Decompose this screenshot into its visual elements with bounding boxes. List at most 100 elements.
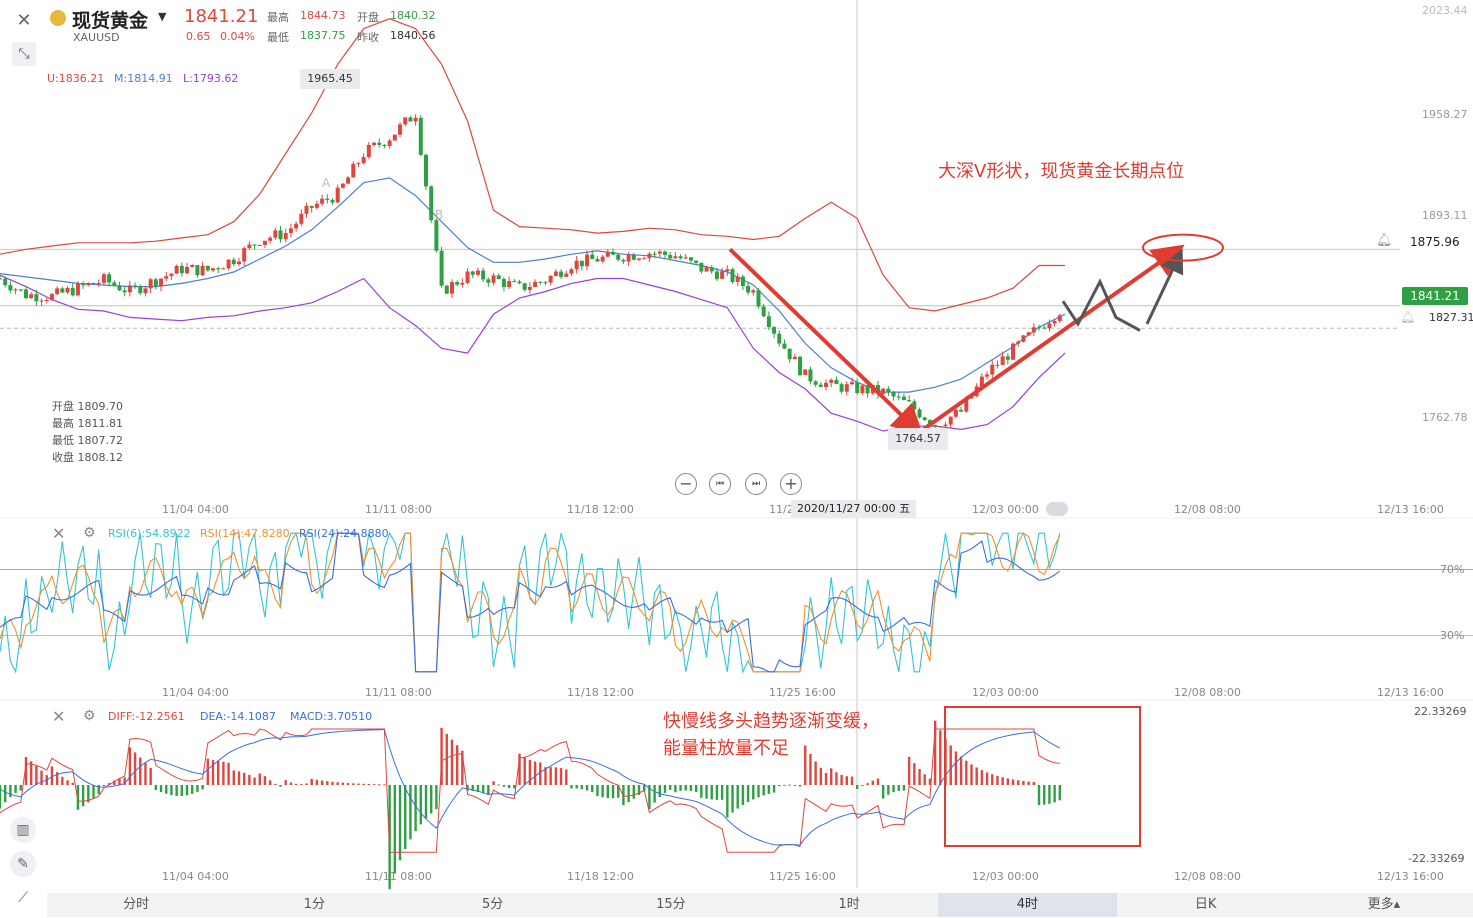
macd-histogram-bar [835,772,838,785]
x-axis-label: 11/18 12:00 [567,503,634,516]
candle-body [1037,327,1042,329]
candle-body [751,290,756,293]
macd-histogram-bar [216,760,220,785]
gold-icon [50,10,66,26]
candle-body [782,343,787,349]
macd-histogram-bar [466,785,469,791]
candle-body [673,256,678,259]
macd-histogram-bar [372,784,376,786]
macd-histogram-bar [55,772,59,785]
macd-histogram-bar [565,769,568,785]
candle-body [205,265,210,271]
candle-body [1016,341,1021,344]
candle-body [699,262,704,272]
skip-back-icon[interactable]: ⏮︎ [709,473,731,495]
timeframe-tab[interactable]: 日K [1194,897,1217,912]
bell-icon[interactable]: 🔔︎ [1376,233,1393,248]
price-change-pct: 0.04% [220,30,255,43]
macd-histogram-bar [502,785,506,787]
indicator-icon[interactable]: ▥ [10,817,36,843]
candle-body [44,300,49,302]
v-up-arrow [919,244,1185,433]
macd-histogram-bar [497,784,500,786]
macd-settings-gear-icon[interactable]: ⚙ [83,708,96,724]
skip-forward-icon[interactable]: ⏭︎ [745,473,767,495]
candle-body [668,254,673,259]
candle-body [340,183,345,188]
candle-body [117,285,122,291]
rsi14-line [0,532,1061,673]
instrument-title[interactable]: 现货黄金 [72,10,149,32]
macd-histogram-bar [855,785,859,789]
macd-histogram-bar [14,785,17,794]
macd-axis-label: -22.33269 [1408,852,1465,865]
x-axis-label: 11/25 16:00 [769,870,836,883]
close-icon[interactable]: ✕ [16,9,32,31]
candle-body [304,205,309,214]
macd-histogram-bar [326,781,329,785]
macd-histogram-bar [440,727,443,785]
zoom-in-icon[interactable]: + [780,473,802,495]
macd-histogram-bar [487,785,490,795]
high-marker: 1965.45 [300,69,360,89]
timeframe-tab[interactable]: 1分 [303,897,326,912]
candle-body [569,269,574,274]
v-shape-annotation: 大深V形状，现货黄金长期点位 [938,161,1185,182]
toggle-icon[interactable] [1046,502,1068,516]
macd-histogram-bar [424,785,428,819]
timeframe-tab[interactable]: 15分 [656,897,686,912]
price-axis-label: 2023.44 [1422,4,1468,17]
timeframe-tab[interactable]: 1时 [838,897,860,912]
timeframe-more[interactable]: 更多▴ [1367,897,1401,912]
macd-histogram-bar [632,785,636,799]
macd-histogram-bar [40,770,43,785]
candle-body [907,400,912,402]
candle-body [408,117,413,122]
candle-body [55,288,60,295]
chart-type-icon[interactable]: ⟋ [18,890,28,906]
macd-histogram-bar [294,783,298,785]
pencil-icon[interactable]: ✎ [10,851,36,877]
chevron-down-icon[interactable]: ▼ [158,10,167,23]
candle-body [49,294,54,301]
candle-body [330,200,335,203]
candle-body [637,258,641,260]
collapse-icon[interactable]: ⤡ [12,42,36,66]
candle-body [496,275,501,280]
macd-histogram-bar [1011,779,1015,785]
macd-histogram-bar [113,780,116,785]
candle-body [335,187,340,203]
macd-histogram-bar [907,756,911,785]
diff-line [0,728,1060,853]
price-change: 0.65 [186,30,211,43]
macd-histogram-bar [404,785,407,849]
macd-histogram-bar [144,762,147,785]
bell-icon[interactable]: 🔔︎ [1400,310,1416,324]
macd-histogram-bar [378,784,381,786]
macd-histogram-bar [866,783,869,785]
macd-histogram-bar [35,765,38,785]
candle-body [486,279,491,283]
close-rsi-icon[interactable]: ✕ [52,524,66,543]
candle-body [387,140,392,146]
zoom-out-icon[interactable]: − [675,473,697,495]
macd-histogram-bar [1017,780,1020,785]
timeframe-tab-active[interactable]: 4时 [938,893,1117,917]
boll-u-legend: U:1836.21 [47,72,105,85]
macd-histogram-bar [97,785,100,795]
candle-body [616,254,621,260]
timeframe-tab[interactable]: 分时 [123,897,150,912]
macd-histogram-bar [544,767,547,785]
price-axis-label: 1762.78 [1422,411,1468,424]
close-macd-icon[interactable]: ✕ [52,707,66,726]
candle-body [564,273,569,277]
rsi-settings-gear-icon[interactable]: ⚙ [83,525,96,541]
x-axis-label: 11/18 12:00 [567,870,634,883]
macd-histogram-bar [819,767,823,785]
macd-histogram-bar [149,767,152,785]
timeframe-tab[interactable]: 5分 [481,897,504,912]
x-axis-label: 12/03 00:00 [972,503,1039,516]
macd-histogram-bar [507,785,511,789]
candle-body [112,282,117,286]
